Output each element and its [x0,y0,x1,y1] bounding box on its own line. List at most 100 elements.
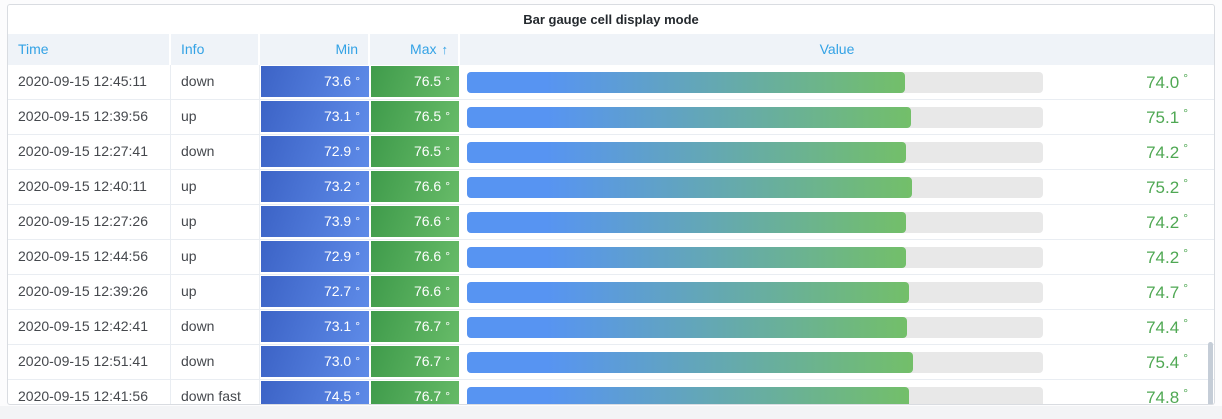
table-row: 2020-09-15 12:51:41 down 73.0 ° 76.7 ° 75.4 ° [8,345,1214,380]
min-value: 72.9 [323,143,352,159]
cell-min-gauge: 73.0 ° [260,345,370,379]
bar-gauge-track [467,246,1043,268]
unit-degree: ° [445,389,450,403]
min-value: 72.7 [323,283,352,299]
cell-max-gauge: 76.5 ° [370,100,460,134]
cell-info: up [171,240,260,274]
vertical-scrollbar-thumb[interactable] [1208,342,1213,404]
value-text: 74.8 ° [1146,380,1188,405]
cell-value-gauge: 74.0 ° [460,65,1214,99]
min-gradient-cell: 74.5 ° [261,381,369,404]
table-row: 2020-09-15 12:42:41 down 73.1 ° 76.7 ° 74.4 ° [8,310,1214,345]
value-text: 75.4 ° [1146,345,1188,379]
value-number: 75.4 [1146,352,1180,372]
min-gradient-cell: 73.0 ° [261,346,369,377]
column-header-max[interactable]: Max ↑ [370,34,458,65]
cell-value-gauge: 75.2 ° [460,170,1214,204]
min-value: 72.9 [323,248,352,264]
cell-value-gauge: 74.2 ° [460,205,1214,239]
value-number: 74.2 [1146,212,1180,232]
unit-degree: ° [1183,245,1188,260]
table-row: 2020-09-15 12:27:26 up 73.9 ° 76.6 ° 74.2 ° [8,205,1214,240]
cell-value-gauge: 74.2 ° [460,135,1214,169]
panel-title: Bar gauge cell display mode [523,12,699,27]
bar-gauge-fill [467,386,910,404]
unit-degree: ° [355,109,360,123]
unit-degree: ° [445,284,450,298]
cell-max-gauge: 76.6 ° [370,205,460,239]
table-header-row: Time Info Min Max ↑ Value [8,34,1214,65]
cell-min-gauge: 72.9 ° [260,135,370,169]
unit-degree: ° [445,109,450,123]
cell-value-gauge: 74.7 ° [460,275,1214,309]
cell-min-gauge: 73.2 ° [260,170,370,204]
bar-gauge-fill [467,211,906,233]
cell-info: down [171,345,260,379]
cell-min-gauge: 73.6 ° [260,65,370,99]
sort-ascending-icon: ↑ [441,42,449,57]
cell-min-gauge: 72.9 ° [260,240,370,274]
cell-max-gauge: 76.5 ° [370,135,460,169]
bar-gauge-track [467,316,1043,338]
max-gradient-cell: 76.6 ° [371,241,459,272]
cell-info: down [171,135,260,169]
column-header-max-label: Max [410,41,437,57]
value-text: 75.1 ° [1146,100,1188,134]
unit-degree: ° [1183,210,1188,225]
column-header-time[interactable]: Time [8,34,169,65]
value-text: 74.2 ° [1146,205,1188,239]
cell-info: down [171,65,260,99]
table-row: 2020-09-15 12:45:11 down 73.6 ° 76.5 ° 74.0 ° [8,65,1214,100]
min-value: 73.2 [323,178,352,194]
max-gradient-cell: 76.6 ° [371,171,459,202]
value-number: 74.2 [1146,247,1180,267]
column-header-value[interactable]: Value [460,34,1214,65]
max-value: 76.6 [413,178,442,194]
min-value: 73.0 [323,353,352,369]
table-row: 2020-09-15 12:39:26 up 72.7 ° 76.6 ° 74.7 ° [8,275,1214,310]
unit-degree: ° [355,389,360,403]
cell-value-gauge: 75.1 ° [460,100,1214,134]
max-gradient-cell: 76.5 ° [371,66,459,97]
cell-value-gauge: 74.8 ° [460,380,1214,405]
cell-max-gauge: 76.7 ° [370,345,460,379]
value-text: 74.2 ° [1146,240,1188,274]
column-header-min[interactable]: Min [260,34,368,65]
cell-min-gauge: 73.1 ° [260,310,370,344]
value-text: 75.2 ° [1146,170,1188,204]
min-gradient-cell: 72.9 ° [261,136,369,167]
cell-time: 2020-09-15 12:42:41 [8,310,171,344]
cell-min-gauge: 74.5 ° [260,380,370,404]
bar-gauge-track [467,176,1043,198]
table-row: 2020-09-15 12:39:56 up 73.1 ° 76.5 ° 75.1 ° [8,100,1214,135]
unit-degree: ° [1183,350,1188,365]
min-gradient-cell: 73.2 ° [261,171,369,202]
bar-gauge-fill [467,316,908,338]
value-text: 74.7 ° [1146,275,1188,309]
value-number: 75.1 [1146,107,1180,127]
column-header-info[interactable]: Info [171,34,258,65]
bar-gauge-fill [467,106,912,128]
unit-degree: ° [1183,140,1188,155]
bar-gauge-track [467,281,1043,303]
unit-degree: ° [1183,385,1188,400]
cell-info: down [171,310,260,344]
max-gradient-cell: 76.7 ° [371,346,459,377]
cell-max-gauge: 76.6 ° [370,275,460,309]
bar-gauge-fill [467,246,906,268]
unit-degree: ° [355,249,360,263]
bar-gauge-fill [467,281,909,303]
cell-time: 2020-09-15 12:45:11 [8,65,171,99]
unit-degree: ° [445,214,450,228]
unit-degree: ° [1183,315,1188,330]
table-panel: Bar gauge cell display mode Time Info Mi… [7,4,1215,405]
bar-gauge-fill [467,176,912,198]
bar-gauge-track [467,211,1043,233]
cell-max-gauge: 76.6 ° [370,240,460,274]
max-value: 76.7 [413,353,442,369]
max-value: 76.7 [413,318,442,334]
min-gradient-cell: 72.9 ° [261,241,369,272]
cell-min-gauge: 73.1 ° [260,100,370,134]
value-text: 74.0 ° [1146,65,1188,99]
min-gradient-cell: 73.1 ° [261,101,369,132]
